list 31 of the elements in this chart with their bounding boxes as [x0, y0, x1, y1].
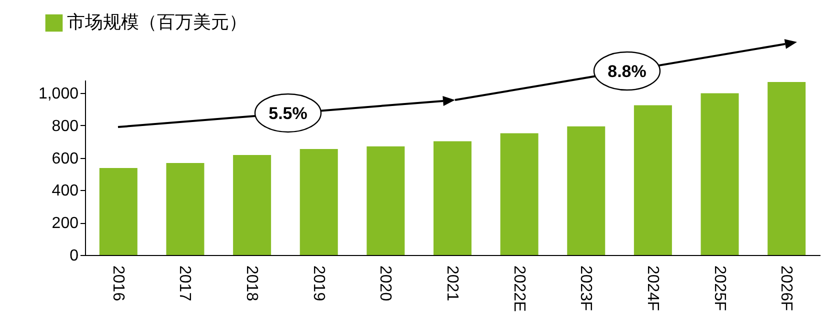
- x-tick-label: 2018: [243, 266, 260, 302]
- y-tick-label: 800: [52, 118, 79, 135]
- y-tick-label: 400: [52, 182, 79, 200]
- x-tick-label: 2020: [376, 266, 394, 302]
- bar: [99, 168, 138, 255]
- bar: [166, 162, 204, 255]
- bar: [300, 149, 338, 255]
- bar: [366, 146, 405, 255]
- annotation: 8.8%: [608, 62, 646, 81]
- bar: [233, 155, 272, 255]
- x-tick-label: 2022E: [510, 266, 528, 312]
- x-tick-label: 2019: [310, 266, 327, 302]
- y-tick-label: 200: [52, 215, 79, 232]
- bar: [500, 133, 538, 255]
- legend-label: 市场规模（百万美元）: [67, 12, 247, 32]
- annotation: 5.5%: [268, 104, 308, 123]
- x-tick-label: 2023F: [577, 266, 594, 312]
- bar: [768, 82, 806, 255]
- bar: [700, 93, 739, 255]
- bar: [567, 126, 606, 255]
- bar: [634, 105, 672, 255]
- bar: [434, 141, 472, 255]
- y-tick-label: 1,000: [38, 85, 79, 102]
- x-tick-label: 2016: [109, 266, 126, 302]
- x-tick-label: 2021: [444, 266, 460, 302]
- x-tick-label: 2025F: [710, 266, 728, 312]
- y-tick-label: 600: [52, 150, 79, 168]
- x-tick-label: 2026F: [778, 266, 795, 312]
- x-tick-label: 2024F: [644, 266, 661, 312]
- y-tick-label: 0: [70, 248, 79, 264]
- x-tick-label: 2017: [176, 266, 194, 302]
